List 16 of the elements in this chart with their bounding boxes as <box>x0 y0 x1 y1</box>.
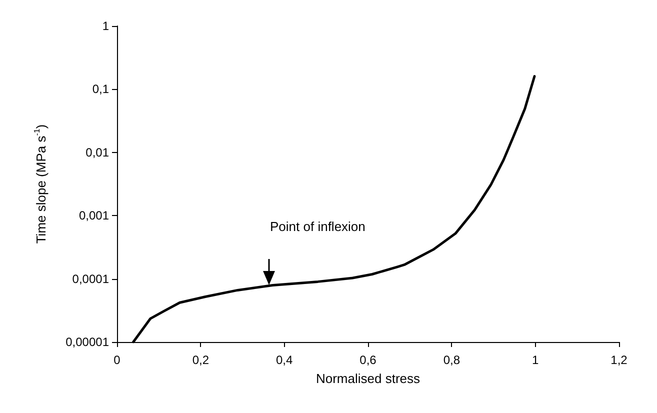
x-tick-label: 1 <box>532 353 539 367</box>
y-tick-label: 0,00001 <box>66 335 110 349</box>
y-tick-label: 0,1 <box>92 82 110 96</box>
x-axis-title: Normalised stress <box>316 371 421 386</box>
y-tick-label: 0,001 <box>78 208 110 223</box>
x-tick-label: 0,4 <box>276 353 293 367</box>
x-tick-label: 0,6 <box>360 353 377 367</box>
y-tick-label: 0,01 <box>86 145 110 160</box>
x-tick-label: 1,2 <box>610 353 628 367</box>
y-tick-label: 1 <box>102 19 110 33</box>
y-tick-label: 0,0001 <box>72 272 110 286</box>
x-tick-label: 0,2 <box>192 353 210 367</box>
x-tick-label: 0 <box>114 353 121 367</box>
y-axis-title: Time slope (MPa s-1) <box>32 124 48 244</box>
x-tick-label: 0,8 <box>443 353 460 367</box>
annotation: Point of inflexion <box>270 219 366 234</box>
